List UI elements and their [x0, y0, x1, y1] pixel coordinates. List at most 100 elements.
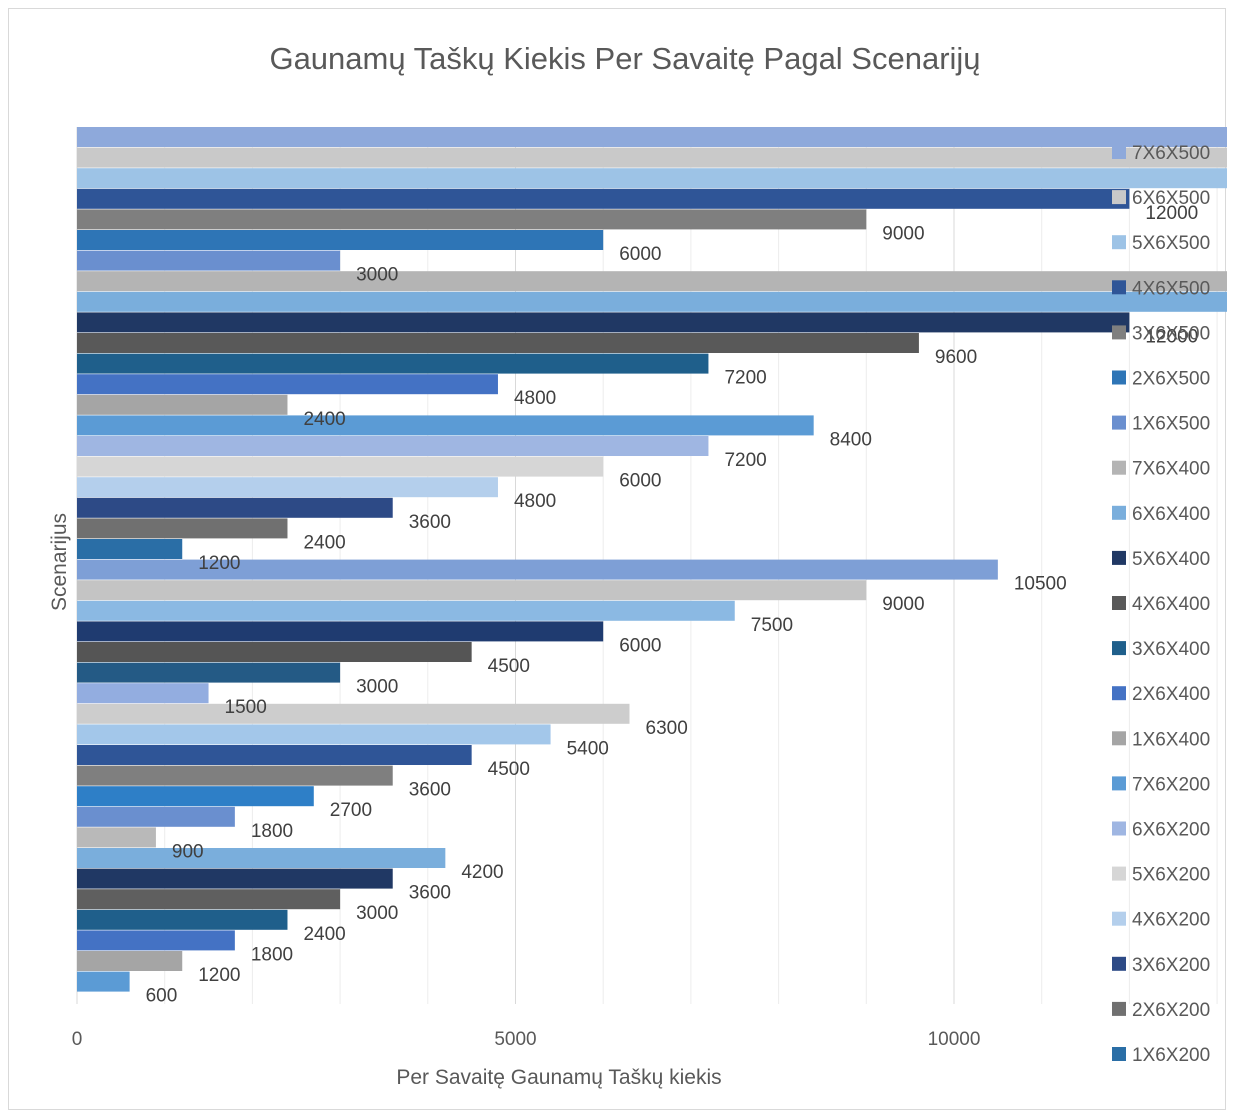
data-label: 6300: [646, 718, 688, 739]
x-axis-ticks: 05000100001500020000: [72, 1029, 981, 1050]
legend-label: 6X6X500: [1132, 188, 1210, 209]
legend-label: 5X6X400: [1132, 549, 1210, 570]
legend-label: 2X6X400: [1132, 684, 1210, 705]
legend-swatch: [1112, 190, 1126, 205]
legend: 7X6X500 6X6X500 5X6X500 4X6X500 3X6X500 2X6X5…: [1112, 143, 1210, 1066]
bar: [77, 539, 183, 559]
data-label: 12000: [1145, 203, 1198, 224]
legend-label: 7X6X200: [1132, 774, 1210, 795]
bar: [77, 724, 551, 745]
data-label: 7200: [724, 450, 766, 471]
data-label: 4200: [461, 862, 503, 883]
bar: [77, 415, 814, 436]
legend-label: 6X6X200: [1132, 820, 1210, 841]
legend-swatch: [1112, 731, 1126, 746]
bar: [77, 497, 393, 518]
data-label: 3600: [409, 883, 451, 904]
bar: [77, 353, 709, 374]
bar: [77, 518, 288, 539]
data-label: 900: [172, 841, 204, 862]
bar: [77, 848, 446, 868]
data-label: 1500: [225, 697, 267, 718]
bar: [77, 250, 341, 271]
bar: [77, 147, 1227, 168]
bar: [77, 765, 393, 786]
bar: [77, 209, 867, 230]
bar: [77, 868, 393, 889]
data-label: 600: [146, 986, 178, 1007]
legend-label: 5X6X500: [1132, 233, 1210, 254]
data-label: 6000: [619, 244, 661, 265]
data-label: 4800: [514, 388, 556, 409]
bar: [77, 312, 1130, 333]
legend-label: 3X6X500: [1132, 323, 1210, 344]
legend-label: 2X6X200: [1132, 1000, 1210, 1021]
bar: [77, 230, 604, 250]
bar: [77, 621, 604, 642]
data-label: 1200: [198, 965, 240, 986]
chart-title: Gaunamų Taškų Kiekis Per Savaitę Pagal S…: [269, 41, 980, 76]
data-label: 1200: [198, 553, 240, 574]
legend-swatch: [1112, 1047, 1126, 1061]
legend-swatch: [1112, 686, 1126, 701]
x-axis-title: Per Savaitę Gaunamų Taškų kiekis: [396, 1066, 721, 1089]
x-tick-label: 0: [72, 1029, 83, 1050]
data-label: 6000: [619, 635, 661, 656]
data-label: 4800: [514, 491, 556, 512]
bar: [77, 456, 604, 477]
legend-swatch: [1112, 415, 1126, 430]
y-axis-title: Scenarijus: [48, 513, 71, 611]
data-label: 2700: [330, 800, 372, 821]
legend-label: 6X6X400: [1132, 504, 1210, 525]
legend-swatch: [1112, 145, 1126, 159]
data-label: 6000: [619, 471, 661, 492]
data-label: 5400: [567, 738, 609, 759]
legend-label: 7X6X400: [1132, 459, 1210, 480]
data-label: 3600: [409, 780, 451, 801]
x-tick-label: 5000: [494, 1029, 536, 1050]
data-label: 3600: [409, 512, 451, 533]
legend-swatch: [1112, 911, 1126, 926]
chart-frame: Gaunamų Taškų Kiekis Per Savaitę Pagal S…: [8, 8, 1227, 1110]
legend-label: 2X6X500: [1132, 369, 1210, 390]
data-labels: 2100018000150001200090006000300016800144…: [146, 203, 1199, 1007]
legend-swatch: [1112, 1001, 1126, 1016]
legend-swatch: [1112, 550, 1126, 565]
data-label: 12000: [1145, 326, 1198, 347]
data-label: 10500: [1014, 574, 1067, 595]
legend-label: 3X6X400: [1132, 639, 1210, 660]
legend-label: 1X6X200: [1132, 1045, 1210, 1066]
data-label: 3000: [356, 265, 398, 286]
bar: [77, 127, 1227, 147]
legend-swatch: [1112, 821, 1126, 836]
legend-swatch: [1112, 370, 1126, 385]
bar: [77, 703, 630, 724]
legend-swatch: [1112, 596, 1126, 610]
bar: [77, 786, 314, 807]
bar: [77, 188, 1130, 209]
legend-label: 7X6X500: [1132, 143, 1210, 164]
data-label: 2400: [303, 924, 345, 945]
bar: [77, 291, 1227, 312]
bar: [77, 580, 867, 601]
data-label: 7200: [724, 368, 766, 389]
bar: [77, 745, 472, 765]
bar: [77, 951, 183, 971]
data-label: 3000: [356, 903, 398, 924]
x-tick-label: 10000: [928, 1029, 981, 1050]
legend-label: 4X6X500: [1132, 278, 1210, 299]
data-label: 3000: [356, 677, 398, 698]
bar: [77, 394, 288, 415]
bars: [77, 127, 1227, 992]
bar: [77, 477, 498, 498]
legend-swatch: [1112, 280, 1126, 295]
bar: [77, 436, 709, 456]
data-label: 7500: [751, 615, 793, 636]
bar: [77, 271, 1227, 292]
legend-swatch: [1112, 956, 1126, 971]
data-label: 1800: [251, 821, 293, 842]
bar: [77, 806, 235, 827]
legend-label: 4X6X200: [1132, 910, 1210, 931]
legend-swatch: [1112, 505, 1126, 520]
data-label: 2400: [303, 532, 345, 553]
